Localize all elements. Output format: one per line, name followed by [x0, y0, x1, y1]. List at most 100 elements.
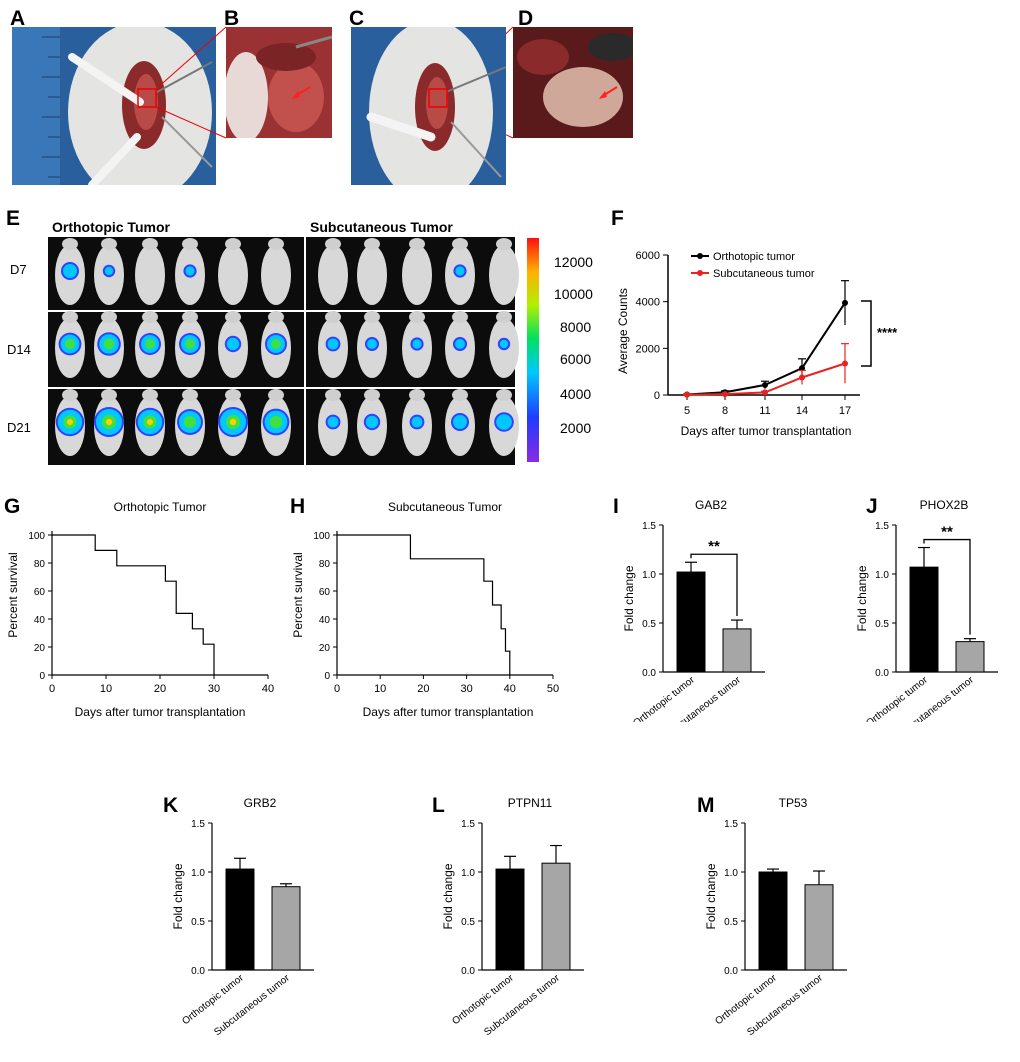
survival-chart-subcutaneous: Subcutaneous Tumor Percent survival Days… [291, 500, 559, 719]
chart-m-ytick-label: 1.0 [724, 868, 738, 879]
panel-letter-l: L [432, 794, 445, 817]
panel-letter-k: K [163, 794, 179, 817]
mouse-head [268, 389, 284, 401]
mouse-head [182, 311, 198, 323]
mouse-head [101, 389, 117, 401]
chart-j-ylabel: Fold change [855, 565, 869, 631]
chart-h-xtick-label: 30 [460, 683, 472, 695]
chart-i-ytick-label: 1.5 [642, 521, 656, 532]
mouse-head [142, 311, 158, 323]
chart-h-ylabel: Percent survival [291, 552, 305, 637]
panel-letter-m: M [697, 794, 715, 817]
signal-core [183, 415, 197, 429]
chart-k-ytick-label: 0.0 [191, 966, 205, 977]
survival-chart-orthotopic: Orthotopic Tumor Percent survival Days a… [6, 500, 274, 719]
mouse-head [364, 311, 380, 323]
imaging-day-label-d14: D14 [7, 342, 31, 357]
colorbar-tick-6000: 6000 [560, 351, 591, 367]
chart-h-ytick-label: 40 [319, 615, 331, 626]
mouse-head [62, 311, 78, 323]
chart-h-ytick-label: 80 [319, 559, 331, 570]
chart-l-bar-1 [541, 862, 571, 971]
mouse-head [225, 238, 241, 250]
signal-mid [327, 338, 339, 350]
signal-mid [412, 339, 422, 349]
chart-k-ytick-label: 1.0 [191, 868, 205, 879]
chart-f-significance: **** [877, 325, 898, 340]
signal-mid [367, 339, 377, 349]
mouse-head [182, 238, 198, 250]
chart-g-xtick-label: 30 [208, 683, 220, 695]
surgery-photo-c [351, 27, 506, 185]
chart-h-title: Subcutaneous Tumor [388, 500, 502, 514]
surgery-zoom-photo-d [513, 27, 633, 138]
chart-g-xtick-label: 20 [154, 683, 166, 695]
signal-mid [496, 414, 512, 430]
panel-letter-h: H [290, 495, 306, 518]
signal-core [271, 339, 281, 349]
chart-i-significance: ** [708, 538, 720, 555]
imaging-day-label-d7: D7 [10, 262, 27, 277]
colorbar-tick-8000: 8000 [560, 319, 591, 335]
chart-h-xlabel: Days after tumor transplantation [363, 705, 534, 719]
chart-l-title: PTPN11 [508, 796, 553, 810]
chart-g-xtick-label: 40 [262, 683, 274, 695]
chart-l-ytick-label: 0.5 [461, 917, 475, 928]
chart-i-bar-1 [722, 628, 752, 673]
surgery-zoom-photo-b [226, 27, 332, 138]
imaging-day-label-d21: D21 [7, 420, 31, 435]
chart-g-ytick-label: 20 [34, 643, 46, 654]
chart-m-bar-1 [804, 884, 834, 971]
chart-j-ytick-label: 0.5 [875, 619, 889, 630]
chart-g-xlabel: Days after tumor transplantation [75, 705, 246, 719]
signal-core [145, 339, 155, 349]
chart-f-legend-orthotopic: Orthotopic tumor [713, 251, 795, 263]
chart-f-xtick-label: 11 [759, 405, 770, 417]
panel-letter-f: F [611, 207, 624, 230]
chart-g-xtick-label: 0 [49, 683, 55, 695]
mouse-head [409, 311, 425, 323]
chart-h-xtick-label: 40 [504, 683, 516, 695]
panel-letter-c: C [349, 7, 365, 30]
colorbar-tick-10000: 10000 [554, 286, 593, 302]
chart-m-ytick-label: 1.5 [724, 819, 738, 830]
signal-mid [104, 266, 114, 276]
chart-k-ytick-label: 0.5 [191, 917, 205, 928]
chart-i-title: GAB2 [695, 498, 727, 512]
mouse-head [142, 238, 158, 250]
mouse-head [62, 238, 78, 250]
chart-l-ytick-label: 1.5 [461, 819, 475, 830]
chart-g-ytick-label: 60 [34, 587, 46, 598]
chart-m-ytick-label: 0.0 [724, 966, 738, 977]
chart-f-point [762, 389, 768, 396]
panel-letter-e: E [6, 207, 21, 230]
chart-k-ytick-label: 1.5 [191, 819, 205, 830]
chart-m-ytick-label: 0.5 [724, 917, 738, 928]
signal-mid [63, 264, 77, 278]
signal-mid [185, 266, 195, 276]
chart-f-point [799, 365, 805, 372]
mouse-head [268, 311, 284, 323]
mouse-body [357, 245, 387, 305]
colorbar-tick-4000: 4000 [560, 386, 591, 402]
chart-m-ylabel: Fold change [704, 863, 718, 929]
surgery-photo-a [12, 27, 216, 185]
mouse-head [496, 389, 512, 401]
signal-mid [365, 415, 379, 429]
chart-f-ytick-label: 6000 [636, 250, 660, 262]
imaging-group-label-subcutaneous: Subcutaneous Tumor [310, 219, 453, 235]
mouse-body [318, 245, 348, 305]
chart-i-ytick-label: 0.0 [642, 668, 656, 679]
mouse-head [325, 389, 341, 401]
signal-mid [226, 337, 240, 351]
chart-f-point [799, 374, 805, 381]
chart-f-point [842, 299, 848, 306]
mouse-head [325, 311, 341, 323]
mouse-head [364, 238, 380, 250]
chart-i-ylabel: Fold change [622, 565, 636, 631]
chart-f-ytick-label: 0 [654, 390, 660, 402]
mouse-body [489, 245, 519, 305]
signal-mid [453, 415, 467, 429]
chart-f-ytick-label: 4000 [636, 297, 660, 309]
